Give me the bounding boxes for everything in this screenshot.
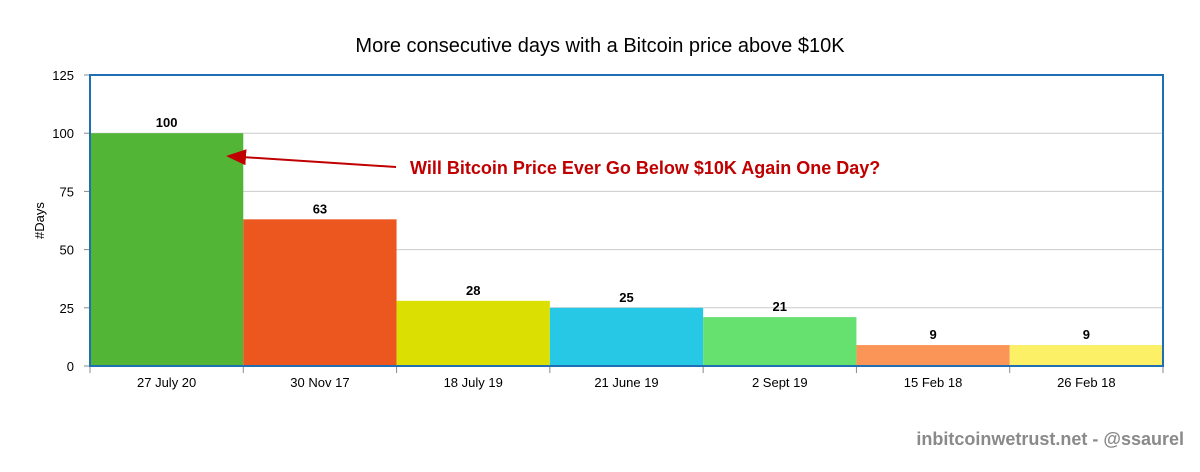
- bars: [90, 133, 1163, 366]
- x-tick-label: 26 Feb 18: [1057, 375, 1116, 390]
- y-tick-label: 75: [60, 184, 74, 199]
- x-tick-label: 30 Nov 17: [290, 375, 349, 390]
- x-tick-label: 27 July 20: [137, 375, 196, 390]
- data-labels: 100 63 28 25 21 9 9: [156, 115, 1090, 342]
- data-label: 25: [619, 290, 633, 305]
- chart-title: More consecutive days with a Bitcoin pri…: [355, 35, 845, 57]
- bar: [396, 300, 550, 366]
- data-label: 63: [313, 201, 327, 216]
- y-tick-label: 50: [60, 243, 74, 258]
- x-axis-ticks: 27 July 20 30 Nov 17 18 July 19 21 June 19 2…: [89, 366, 1164, 390]
- plot-frame: [89, 74, 1164, 367]
- credit-text: inbitcoinwetrust.net - @ssaurel: [916, 429, 1184, 449]
- y-tick-label: 25: [60, 301, 74, 316]
- x-tick-label: 18 July 19: [444, 375, 503, 390]
- data-label: 9: [1083, 327, 1090, 342]
- y-tick-label: 0: [67, 359, 74, 374]
- y-tick-label: 100: [52, 126, 74, 141]
- bar: [703, 317, 857, 366]
- data-label: 9: [929, 327, 936, 342]
- y-axis-ticks: 0 25 50 75 100 125: [52, 68, 90, 374]
- bar: [549, 307, 704, 366]
- data-label: 100: [156, 115, 178, 130]
- x-tick-label: 21 June 19: [594, 375, 658, 390]
- annotation-arrow: [226, 149, 397, 168]
- bar: [243, 219, 397, 366]
- y-axis-label: #Days: [32, 202, 47, 239]
- y-tick-label: 125: [52, 68, 74, 83]
- bar: [856, 345, 1010, 366]
- annotation-text: Will Bitcoin Price Ever Go Below $10K Ag…: [410, 158, 880, 178]
- bar: [1009, 345, 1163, 366]
- bar: [90, 133, 244, 366]
- data-label: 28: [466, 283, 480, 298]
- data-label: 21: [773, 299, 787, 314]
- x-tick-label: 15 Feb 18: [904, 375, 963, 390]
- x-tick-label: 2 Sept 19: [752, 375, 808, 390]
